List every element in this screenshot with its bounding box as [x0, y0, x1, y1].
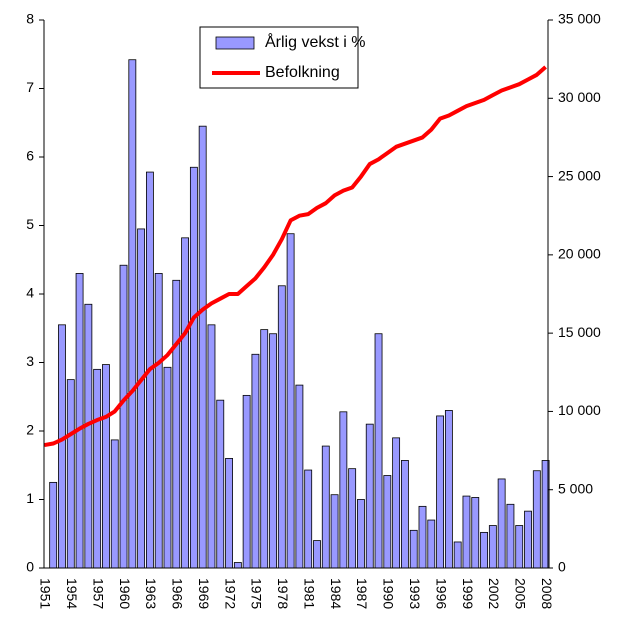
- x-tick-label: 1954: [64, 578, 80, 609]
- bar: [357, 499, 365, 569]
- bar: [392, 437, 401, 569]
- legend-label: Årlig vekst i %: [265, 32, 365, 51]
- x-tick-label: 1975: [249, 578, 265, 609]
- legend: Årlig vekst i % Befolkning: [199, 26, 365, 89]
- x-tick-label: 1960: [117, 578, 133, 609]
- bar: [198, 125, 207, 569]
- x-tick-label: 2002: [486, 578, 502, 609]
- bar: [462, 495, 471, 569]
- bar: [251, 353, 260, 569]
- y2-tick-label: 35 000: [558, 11, 601, 27]
- y2-tick-label: 15 000: [558, 324, 601, 340]
- line: [44, 65, 547, 448]
- bar: [154, 273, 163, 569]
- bar: [225, 457, 233, 569]
- bar: [75, 273, 84, 569]
- x-tick-label: 1984: [328, 578, 344, 609]
- x-tick-label: 1957: [90, 578, 106, 609]
- x-tick-label: 1981: [301, 578, 317, 609]
- bar: [128, 59, 137, 569]
- bar: [163, 366, 172, 569]
- bar: [233, 562, 242, 569]
- bar: [436, 415, 445, 569]
- bar: [524, 510, 532, 569]
- legend-label: Befolkning: [265, 64, 340, 81]
- bar: [453, 541, 462, 569]
- bar: [515, 525, 524, 569]
- bar: [400, 460, 409, 569]
- bar: [216, 399, 225, 569]
- x-tick-label: 1969: [196, 578, 212, 609]
- bar: [409, 529, 418, 569]
- bar: [119, 264, 128, 569]
- bar: [339, 411, 348, 569]
- bar: [260, 329, 269, 569]
- y2-tick-label: 10 000: [558, 402, 601, 418]
- bar: [313, 540, 321, 569]
- bar: [348, 468, 357, 569]
- bar: [189, 166, 198, 569]
- x-tick-label: 1951: [38, 578, 54, 609]
- bar: [295, 384, 304, 569]
- bar: [242, 394, 251, 569]
- x-tick-label: 1987: [354, 578, 370, 609]
- y2-tick-label: 30 000: [558, 89, 601, 105]
- bar: [58, 324, 66, 569]
- y-tick-label: 2: [26, 422, 34, 438]
- y-tick-label: 4: [26, 285, 34, 301]
- bar: [93, 368, 102, 569]
- bar: [488, 525, 497, 569]
- bar: [427, 519, 436, 569]
- y-tick-label: 3: [26, 353, 34, 369]
- bar: [480, 531, 488, 569]
- x-tick-label: 1999: [460, 578, 476, 609]
- y-tick-label: 8: [26, 11, 34, 27]
- bar: [497, 478, 506, 569]
- bar: [286, 233, 295, 569]
- legend-swatch: [215, 36, 255, 50]
- bar: [330, 494, 339, 569]
- bar: [207, 324, 216, 569]
- x-tick-label: 1993: [407, 578, 423, 609]
- bar: [471, 497, 480, 569]
- x-tick-label: 1966: [170, 578, 186, 609]
- bar: [321, 445, 330, 569]
- x-tick-label: 2005: [513, 578, 529, 609]
- bar: [110, 439, 119, 569]
- bar: [383, 475, 392, 569]
- y-tick-label: 5: [26, 216, 34, 232]
- y2-tick-label: 20 000: [558, 246, 601, 262]
- bar: [365, 423, 374, 569]
- y2-tick-label: 5 000: [558, 480, 593, 496]
- x-tick-label: 2008: [539, 578, 555, 609]
- bar: [102, 364, 110, 569]
- bar: [172, 279, 181, 569]
- bar: [277, 285, 286, 569]
- x-tick-label: 1972: [222, 578, 238, 609]
- bar: [66, 379, 75, 569]
- y-tick-label: 6: [26, 148, 34, 164]
- bar: [269, 333, 277, 569]
- x-tick-label: 1990: [381, 578, 397, 609]
- bar: [444, 410, 453, 569]
- bar: [84, 303, 93, 569]
- y-tick-label: 1: [26, 490, 34, 506]
- bar: [49, 481, 58, 569]
- bar: [532, 470, 541, 569]
- y2-tick-label: 25 000: [558, 167, 601, 183]
- bar: [374, 333, 383, 569]
- y-tick-label: 0: [26, 559, 34, 575]
- x-tick-label: 1996: [433, 578, 449, 609]
- bar: [506, 503, 515, 569]
- bar: [181, 237, 190, 569]
- y-tick-label: 7: [26, 79, 34, 95]
- bar: [418, 505, 427, 569]
- bar: [304, 469, 313, 569]
- bar: [137, 228, 146, 569]
- x-tick-label: 1978: [275, 578, 291, 609]
- x-tick-label: 1963: [143, 578, 159, 609]
- y2-tick-label: 0: [558, 559, 566, 575]
